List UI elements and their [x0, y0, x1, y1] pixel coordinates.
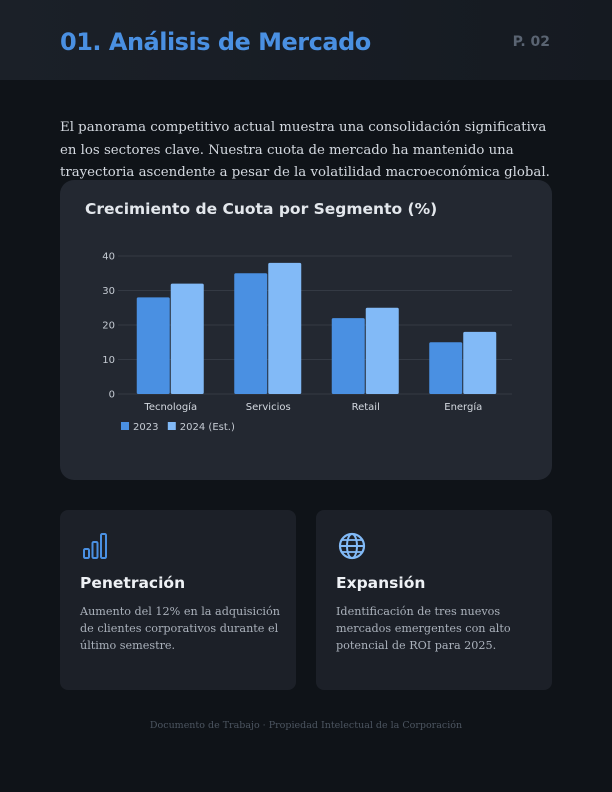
bar-2024-energía [463, 331, 497, 394]
bar-2024-retail [365, 307, 399, 394]
card-text: Identificación de tres nuevos mercados e… [336, 605, 511, 652]
x-tick-label: Tecnología [143, 401, 197, 413]
legend-label: 2024 (Est.) [180, 422, 235, 433]
y-tick-label: 10 [102, 355, 115, 366]
x-tick-label: Energía [444, 401, 482, 413]
bar-2023-retail [331, 318, 365, 394]
insight-card-expansion: Expansión Identificación de tres nuevos … [316, 510, 552, 690]
x-tick-label: Retail [352, 402, 380, 413]
bar-2023-servicios [234, 273, 268, 394]
page-number: P. 02 [512, 34, 550, 50]
legend-swatch [121, 422, 129, 430]
x-tick-label: Servicios [246, 402, 291, 413]
y-tick-label: 40 [102, 252, 115, 263]
bar-2023-tecnología [136, 297, 170, 394]
bar-2024-servicios [268, 262, 302, 394]
bar-2023-energía [429, 342, 463, 394]
page-footer: Documento de Trabajo · Propiedad Intelec… [149, 720, 463, 731]
legend-swatch [167, 422, 176, 430]
chart-title: Crecimiento de Cuota por Segmento (%) [85, 200, 438, 218]
legend-label: 2023 [133, 422, 158, 433]
chart-card: Crecimiento de Cuota por Segmento (%) 0 1… [60, 180, 552, 480]
card-text: Aumento del 12% en la adquisición de cli… [80, 605, 280, 652]
y-tick-label: 20 [102, 321, 115, 332]
y-tick-label: 30 [102, 286, 115, 297]
y-tick-label: 0 [109, 390, 115, 401]
card-title: Penetración [80, 574, 186, 592]
card-title: Expansión [336, 574, 426, 592]
insight-card-penetracion: Penetración Aumento del 12% en la adquis… [60, 510, 296, 690]
globe-icon [338, 532, 366, 560]
bar-chart: 0 10 20 30 40 Tecnología Servicios Retail Energí… [102, 252, 512, 433]
page-header: 01. Análisis de Mercado P. 02 [0, 0, 612, 80]
intro-paragraph: El panorama competitivo actual muestra u… [60, 120, 550, 180]
page-title: 01. Análisis de Mercado [60, 28, 371, 56]
bar-chart-icon [83, 533, 107, 559]
bar-2024-tecnología [170, 283, 204, 394]
